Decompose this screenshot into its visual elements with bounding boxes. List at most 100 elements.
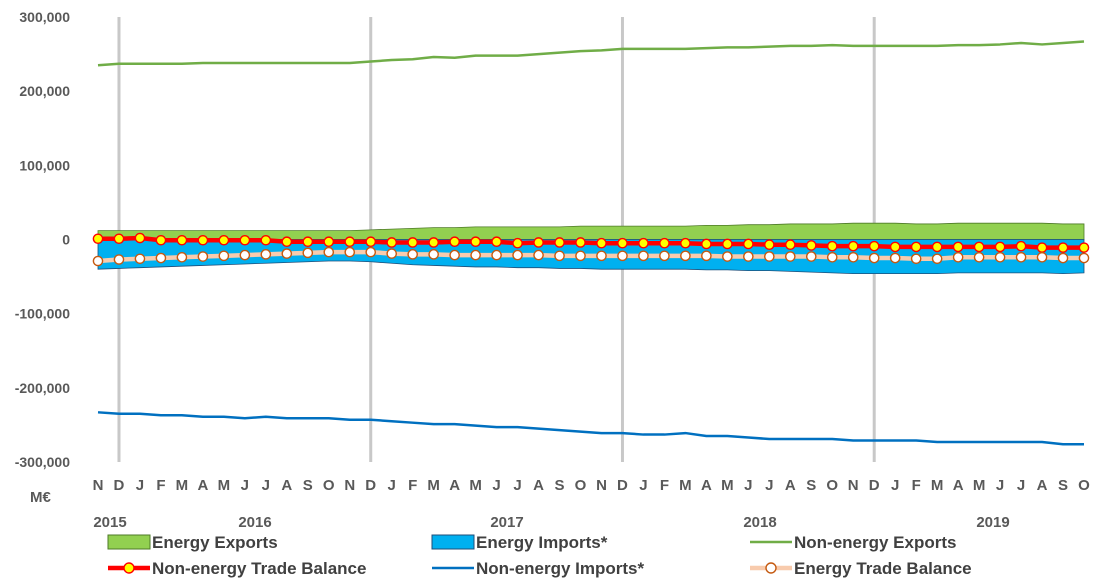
point-energy-trade-balance <box>470 249 481 261</box>
point-non-energy-trade-balance <box>659 237 670 249</box>
x-tick-label: A <box>197 477 208 494</box>
point-non-energy-trade-balance <box>1078 242 1090 253</box>
legend-marker-non-energy-trade-balance <box>123 562 135 574</box>
point-energy-trade-balance <box>659 250 670 262</box>
point-energy-trade-balance <box>176 251 188 263</box>
point-non-energy-trade-balance <box>1057 242 1069 253</box>
point-non-energy-trade-balance <box>176 234 188 246</box>
point-non-energy-trade-balance <box>1036 242 1048 253</box>
y-tick-label: 0 <box>62 232 70 248</box>
point-energy-trade-balance <box>931 253 943 265</box>
point-non-energy-trade-balance <box>575 237 586 248</box>
point-energy-trade-balance <box>994 251 1006 263</box>
x-tick-label: D <box>365 477 376 494</box>
point-non-energy-trade-balance <box>554 237 565 248</box>
x-tick-label: J <box>744 477 752 494</box>
point-energy-trade-balance <box>218 250 230 262</box>
point-non-energy-trade-balance <box>680 237 691 249</box>
area-energy-exports <box>97 222 1085 240</box>
point-energy-trade-balance <box>1057 252 1069 264</box>
x-tick-label: M <box>931 477 944 494</box>
x-tick-label: D <box>617 477 628 494</box>
point-non-energy-trade-balance <box>868 240 880 252</box>
point-energy-trade-balance <box>260 249 272 260</box>
point-non-energy-trade-balance <box>302 236 314 248</box>
point-energy-trade-balance <box>784 251 796 262</box>
x-tick-label: J <box>262 477 270 494</box>
x-tick-label: N <box>93 477 104 494</box>
year-label: 2017 <box>490 514 523 531</box>
line-non-energy-imports <box>97 411 1084 446</box>
x-tick-label: F <box>156 477 165 494</box>
y-tick-label: -100,000 <box>15 306 70 322</box>
x-tick-label: A <box>449 477 460 494</box>
point-non-energy-trade-balance <box>805 240 817 251</box>
y-tick-label: 100,000 <box>19 157 70 173</box>
point-non-energy-trade-balance <box>910 241 922 253</box>
x-tick-label: S <box>555 477 565 494</box>
point-energy-trade-balance <box>1078 252 1090 264</box>
point-non-energy-trade-balance <box>323 236 335 248</box>
point-non-energy-trade-balance <box>826 240 838 252</box>
x-tick-label: O <box>826 477 838 494</box>
x-tick-label: A <box>533 477 544 494</box>
x-tick-label: J <box>388 477 396 494</box>
x-tick-label: F <box>912 477 921 494</box>
x-tick-label: S <box>806 477 816 494</box>
x-tick-label: O <box>1078 477 1090 494</box>
x-tick-label: M <box>427 477 440 494</box>
point-energy-trade-balance <box>722 251 733 262</box>
line-series <box>92 40 1090 446</box>
x-tick-label: A <box>953 477 964 494</box>
legend-label-energy-trade-balance: Energy Trade Balance <box>794 559 972 578</box>
point-non-energy-trade-balance <box>113 233 125 245</box>
year-label: 2015 <box>93 514 126 531</box>
x-tick-label: J <box>492 477 500 494</box>
x-tick-label: M <box>469 477 482 494</box>
point-non-energy-trade-balance <box>470 236 481 248</box>
point-energy-trade-balance <box>889 252 901 264</box>
legend-label-non-energy-imports: Non-energy Imports* <box>476 559 645 578</box>
unit-label: M€ <box>30 489 51 506</box>
point-non-energy-trade-balance <box>386 237 398 248</box>
point-energy-trade-balance <box>113 254 125 265</box>
point-energy-trade-balance <box>554 250 565 262</box>
x-tick-label: M <box>721 477 734 494</box>
point-energy-trade-balance <box>743 251 754 262</box>
point-non-energy-trade-balance <box>239 234 251 246</box>
point-energy-trade-balance <box>302 247 314 259</box>
legend-label-non-energy-trade-balance: Non-energy Trade Balance <box>152 559 366 578</box>
point-non-energy-trade-balance <box>889 241 901 253</box>
x-tick-label: D <box>869 477 880 494</box>
legend: Energy Exports Energy Imports* Non-energy … <box>107 533 972 578</box>
x-tick-label: M <box>176 477 189 494</box>
x-tick-label: M <box>679 477 692 494</box>
point-energy-trade-balance <box>701 250 712 262</box>
x-tick-label: S <box>303 477 313 494</box>
year-label: 2018 <box>743 514 776 531</box>
x-tick-label: A <box>281 477 292 494</box>
point-energy-trade-balance <box>407 249 418 260</box>
x-tick-label: S <box>1058 477 1068 494</box>
point-non-energy-trade-balance <box>638 237 649 249</box>
legend-swatch-energy-exports <box>107 534 151 550</box>
point-energy-trade-balance <box>365 246 377 258</box>
point-non-energy-trade-balance <box>344 236 356 248</box>
point-energy-trade-balance <box>512 249 523 261</box>
point-non-energy-trade-balance <box>973 241 985 253</box>
point-non-energy-trade-balance <box>449 236 460 248</box>
point-non-energy-trade-balance <box>617 237 628 249</box>
x-tick-label: N <box>848 477 859 494</box>
point-energy-trade-balance <box>805 251 817 262</box>
x-tick-label: O <box>323 477 335 494</box>
point-energy-trade-balance <box>596 250 607 262</box>
y-tick-label: 200,000 <box>19 83 70 99</box>
point-energy-trade-balance <box>323 246 335 258</box>
legend-swatch-energy-imports <box>431 534 475 550</box>
point-non-energy-trade-balance <box>428 237 439 248</box>
x-tick-label: J <box>891 477 899 494</box>
point-non-energy-trade-balance <box>701 238 712 250</box>
point-non-energy-trade-balance <box>931 241 943 253</box>
